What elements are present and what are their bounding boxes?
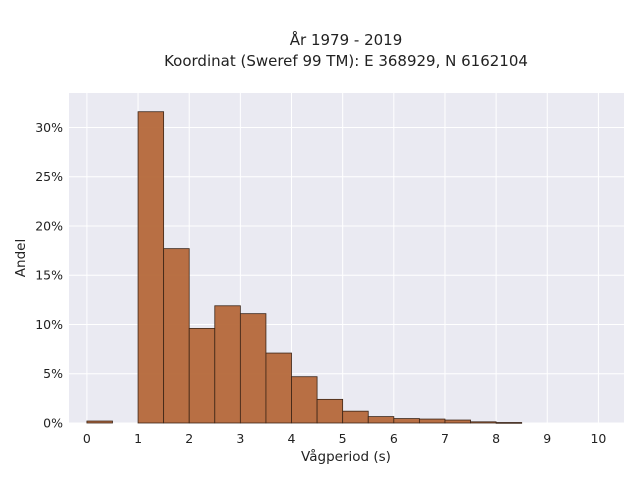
histogram-bar xyxy=(265,352,292,424)
histogram-bar xyxy=(367,416,395,424)
x-tick-label: 1 xyxy=(134,431,142,446)
y-tick-label: 15% xyxy=(35,268,63,283)
chart-title-line1: År 1979 - 2019 xyxy=(290,30,403,49)
x-axis-label: Vågperiod (s) xyxy=(301,448,391,465)
histogram-bars xyxy=(86,111,523,424)
x-tick-label: 8 xyxy=(492,431,500,446)
x-tick-label: 9 xyxy=(543,431,551,446)
histogram-bar xyxy=(86,420,113,424)
histogram-bar xyxy=(188,328,216,424)
x-tick-label: 3 xyxy=(236,431,244,446)
histogram-bar xyxy=(418,418,446,424)
y-tick-label: 25% xyxy=(35,169,63,184)
x-tick-label: 7 xyxy=(441,431,449,446)
x-tick-label: 5 xyxy=(339,431,347,446)
chart-title-line2: Koordinat (Sweref 99 TM): E 368929, N 61… xyxy=(164,52,528,70)
x-tick-label: 6 xyxy=(390,431,398,446)
histogram-bar xyxy=(214,305,241,424)
x-tick-label: 2 xyxy=(185,431,193,446)
y-tick-label: 0% xyxy=(43,416,63,431)
x-tick-label: 10 xyxy=(590,431,606,446)
x-tick-label: 0 xyxy=(83,431,91,446)
histogram-bar xyxy=(470,421,497,424)
histogram-bar xyxy=(495,422,523,424)
histogram-bar xyxy=(163,248,190,424)
y-axis-ticks: 0% 5% 10% 15% 20% 25% 30% xyxy=(35,120,63,431)
histogram-bar xyxy=(393,418,420,424)
histogram-bar xyxy=(316,398,344,424)
x-axis-ticks: 0 1 2 3 4 5 6 7 8 9 10 xyxy=(83,431,606,446)
y-tick-label: 5% xyxy=(43,366,63,381)
y-axis-label: Andel xyxy=(13,239,29,277)
x-tick-label: 4 xyxy=(288,431,296,446)
histogram-bar xyxy=(444,419,471,424)
histogram-bar xyxy=(239,313,267,424)
histogram-bar xyxy=(291,376,318,424)
histogram-bar xyxy=(342,410,369,424)
y-tick-label: 20% xyxy=(35,218,63,233)
y-tick-label: 30% xyxy=(35,120,63,135)
histogram-bar xyxy=(137,111,165,424)
y-tick-label: 10% xyxy=(35,317,63,332)
